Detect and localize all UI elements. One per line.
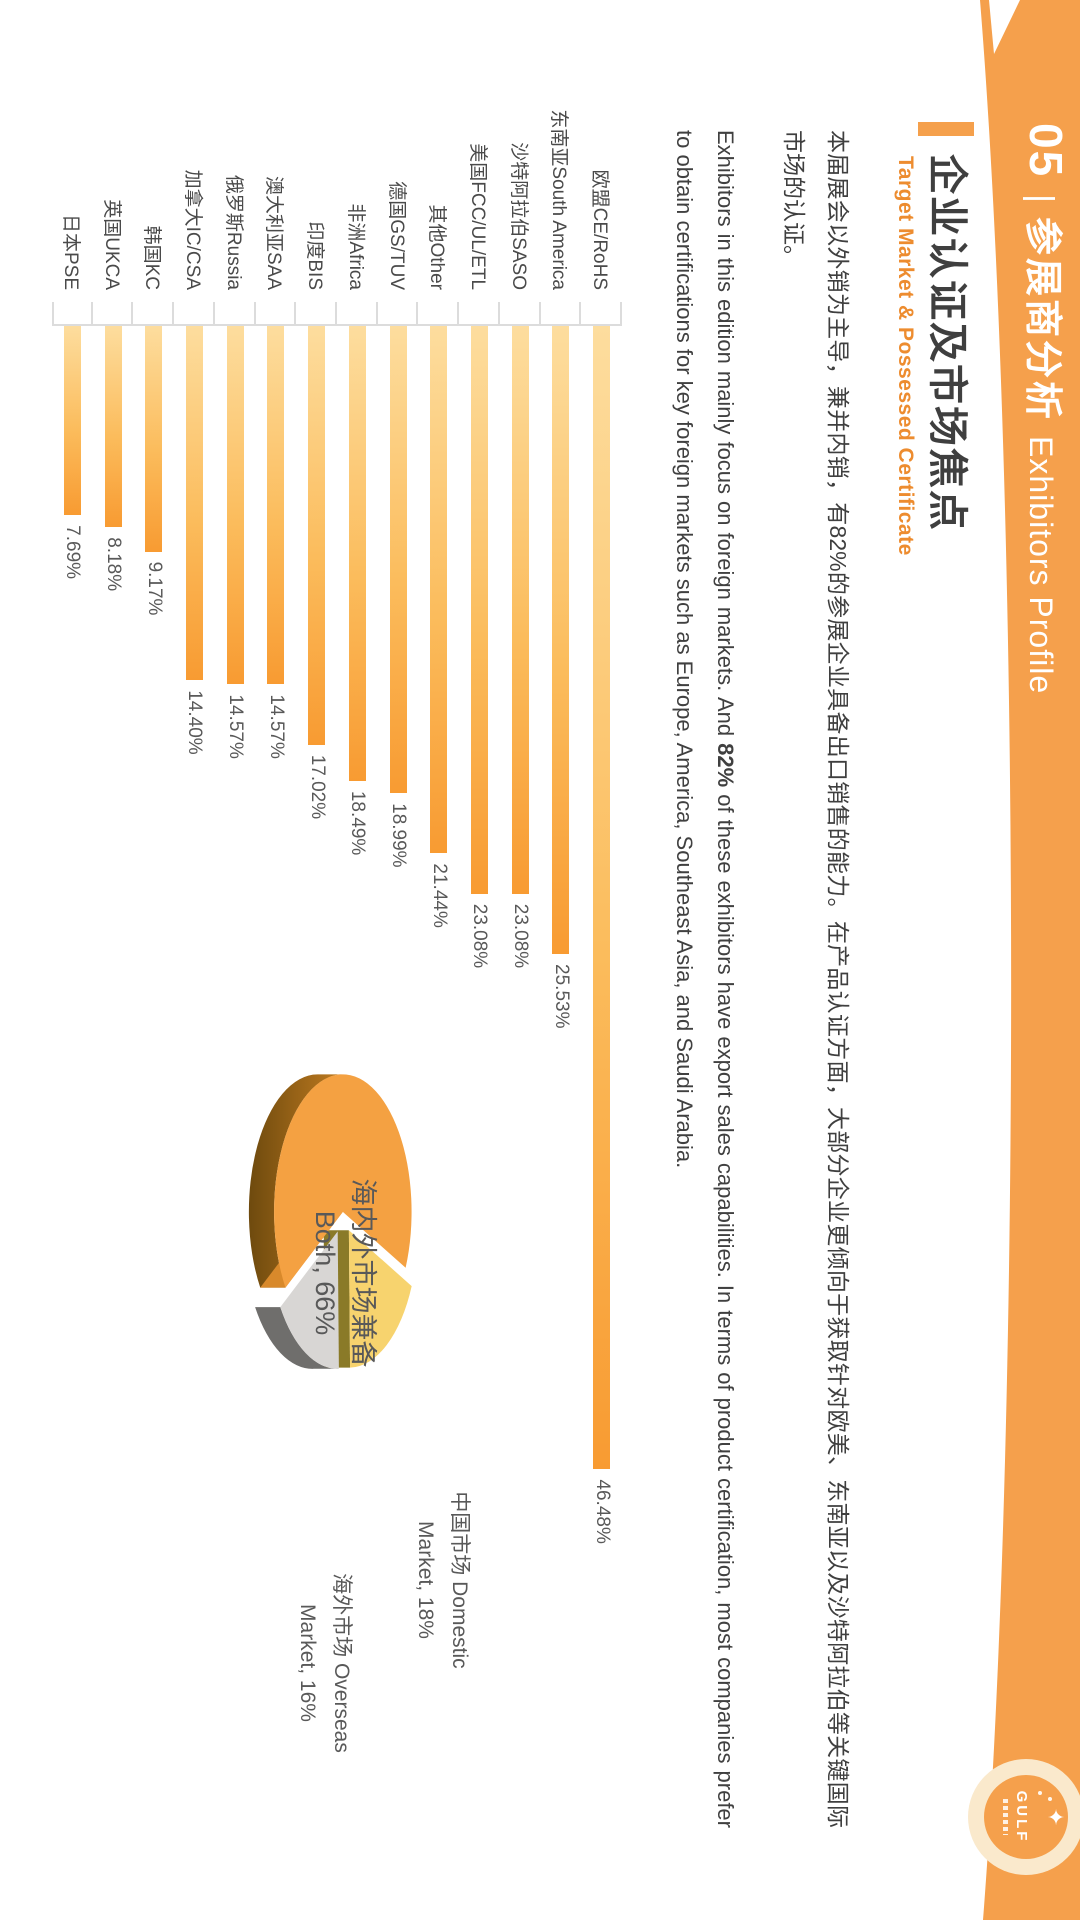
gulf-logo-disc: ✦ GULF xyxy=(984,1775,1068,1859)
bar xyxy=(470,326,488,894)
bar xyxy=(226,326,244,685)
header-divider: | xyxy=(1022,194,1060,204)
bar xyxy=(185,326,203,681)
axis-tick xyxy=(214,302,256,326)
axis-tick xyxy=(459,302,500,326)
pie-side-overseas xyxy=(255,1307,339,1369)
bar xyxy=(511,326,529,894)
section-title: 企业认证及市场焦点 xyxy=(925,154,969,532)
gulf-logo: ✦ GULF xyxy=(968,1759,1080,1875)
bar-value-label: 23.08% xyxy=(469,903,491,969)
bar-category-label: 德国GS/TUV xyxy=(385,181,407,290)
pie-label-domestic: 中国市场 Domestic Market, 18% xyxy=(408,1460,476,1700)
bar-value-label: 23.08% xyxy=(510,903,532,969)
bar-category-label: 俄罗斯Russia xyxy=(222,174,244,290)
axis-tick xyxy=(377,302,419,326)
bar xyxy=(145,326,163,552)
pie-label-both-cn: 海内外市场兼备 xyxy=(348,1178,378,1368)
section-subtitle: Target Market & Possessed Certificate xyxy=(894,156,917,556)
bar xyxy=(552,326,570,955)
bar-category-label: 美国FCC/UL/ETL xyxy=(466,143,488,290)
header-title-en: Exhibitors Profile xyxy=(1023,436,1059,695)
axis-tick xyxy=(296,302,337,326)
gulf-logo-text: GULF xyxy=(1013,1790,1030,1844)
sparkle-dot-icon xyxy=(1048,1797,1052,1801)
header-title-cn: 参展商分析 xyxy=(1021,217,1063,423)
bar-category-label: 澳大利亚SAA xyxy=(263,175,285,290)
bar-category-label: 韩国KC xyxy=(141,225,163,290)
page-number: 05 xyxy=(1020,123,1072,179)
header-band xyxy=(980,0,1080,1920)
paragraph-english-part1: Exhibitors in this edition mainly focus … xyxy=(713,130,738,744)
bar xyxy=(389,326,407,794)
bar-category-label: 东南亚South America xyxy=(548,109,570,290)
bar-value-label: 21.44% xyxy=(428,863,450,928)
pie-slice-overseas xyxy=(280,1231,339,1369)
sparkle-dot-icon xyxy=(1038,1791,1042,1795)
bar-value-label: 18.49% xyxy=(347,790,369,856)
bar-value-label: 14.57% xyxy=(265,694,287,759)
bar xyxy=(348,326,366,781)
bar-value-label: 17.02% xyxy=(306,754,328,820)
bar-category-label: 其他Other xyxy=(426,204,448,290)
band-shape xyxy=(980,0,1080,1920)
bar-category-label: 印度BIS xyxy=(304,221,326,290)
bar-value-label: 9.17% xyxy=(143,561,165,616)
axis-tick xyxy=(581,302,622,326)
pie-label-both: 海内外市场兼备 Both, 66% xyxy=(306,1123,382,1423)
pie-slice-domestic xyxy=(348,1230,412,1368)
axis-tick xyxy=(336,302,378,326)
bar-category-label: 沙特阿拉伯SASO xyxy=(507,142,529,290)
page-header: 05 | 参展商分析 Exhibitors Profile xyxy=(1019,123,1074,694)
bar xyxy=(430,326,448,854)
axis-tick xyxy=(499,302,541,326)
bar-category-label: 加拿大IC/CSA xyxy=(181,169,203,290)
axis-tick xyxy=(540,302,582,326)
bar-value-label: 25.53% xyxy=(550,964,572,1029)
axis-tick xyxy=(133,302,175,326)
pie-label-overseas-cn: 海外市场 Overseas xyxy=(330,1573,353,1753)
bar-value-label: 14.40% xyxy=(184,690,206,755)
bar-category-label: 非洲Africa xyxy=(344,203,366,290)
paragraph-english-bold: 82% xyxy=(713,743,738,788)
bar-category-label: 英国UKCA xyxy=(100,199,122,290)
pie-label-overseas-value: Market, 16% xyxy=(296,1604,319,1722)
pie-label-both-value: Both, 66% xyxy=(310,1210,340,1336)
bar-category-label: 日本PSE xyxy=(59,213,81,290)
band-notch xyxy=(989,0,1020,54)
paragraph-english: Exhibitors in this edition mainly focus … xyxy=(664,130,746,1828)
bar xyxy=(267,326,285,685)
pie-side-both xyxy=(248,1074,343,1288)
pie-label-domestic-cn: 中国市场 Domestic xyxy=(448,1491,471,1669)
bar xyxy=(308,326,326,745)
axis-tick xyxy=(255,302,297,326)
axis-tick xyxy=(418,302,460,326)
bar-value-label: 8.18% xyxy=(103,537,125,592)
bar-value-label: 7.69% xyxy=(62,525,84,580)
bar-value-label: 18.99% xyxy=(388,803,410,868)
bar xyxy=(104,326,122,528)
axis-tick xyxy=(92,302,134,326)
sparkle-icon: ✦ xyxy=(1043,1807,1068,1827)
paragraph-chinese: 本届展会以外销为主导，兼并内销，有82%的参展企业具备出口销售的能力。在产品认证… xyxy=(781,130,851,1828)
bar-category-label: 欧盟CE/RoHS xyxy=(589,169,611,290)
market-pie-chart xyxy=(248,1074,412,1369)
axis-tick xyxy=(174,302,215,326)
bar xyxy=(63,326,81,516)
title-accent-bar xyxy=(918,122,974,136)
pie-slice-both xyxy=(274,1074,412,1288)
bar-value-label: 14.57% xyxy=(225,694,247,759)
pie-label-domestic-value: Market, 18% xyxy=(414,1521,437,1639)
gulf-logo-smallprint xyxy=(1003,1799,1008,1835)
axis-tick xyxy=(51,302,93,326)
pie-label-overseas: 海外市场 Overseas Market, 16% xyxy=(290,1543,358,1783)
